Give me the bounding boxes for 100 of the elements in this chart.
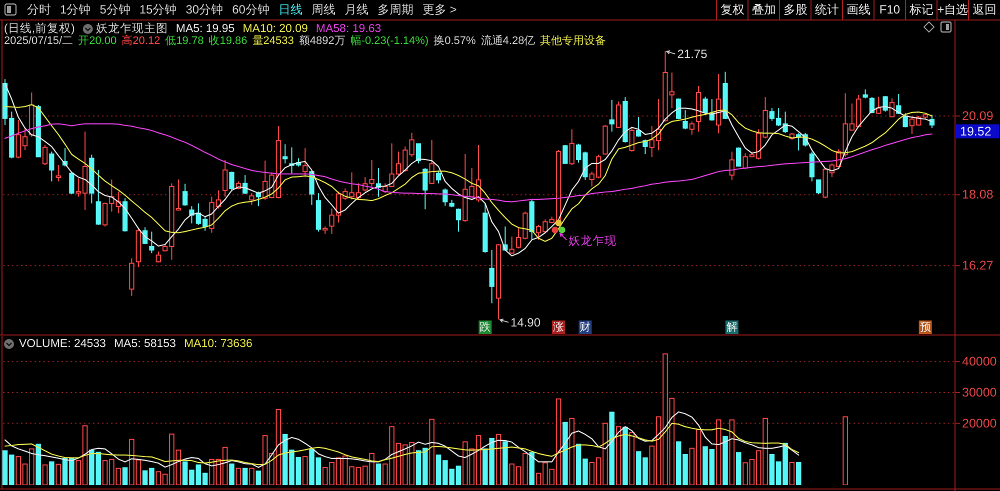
bar — [616, 426, 622, 485]
x-tick-label: 预 — [920, 322, 931, 334]
y-tick-label: 16.27 — [962, 258, 994, 273]
annotation: 2025/07/15/二 — [4, 35, 74, 47]
bar — [229, 464, 234, 485]
line-series — [4, 82, 933, 256]
chart-title: (日线,前复权) — [4, 22, 76, 35]
candlestick — [736, 146, 742, 168]
bar — [716, 419, 722, 485]
text: 19.52 — [960, 124, 992, 138]
bar — [56, 464, 61, 485]
candlestick — [242, 174, 248, 194]
text: 分时 — [27, 2, 51, 16]
text: 1分钟 — [60, 2, 91, 16]
bar — [529, 452, 534, 485]
bar — [502, 441, 508, 485]
candlestick — [636, 116, 642, 138]
text: 画线 — [846, 2, 870, 16]
candlestick — [222, 159, 228, 198]
candlestick — [876, 96, 882, 115]
bar — [796, 462, 802, 485]
bar — [429, 418, 434, 485]
bar — [42, 464, 48, 485]
annotation: 流通4.28亿 — [480, 34, 536, 47]
candlestick — [182, 183, 188, 206]
candlestick — [569, 128, 574, 166]
candlestick — [622, 96, 628, 144]
candlestick — [416, 142, 422, 164]
candlestick — [702, 96, 708, 115]
y-tick-label: 18.08 — [962, 188, 994, 202]
candlestick — [682, 110, 688, 130]
candlestick — [689, 120, 694, 136]
bar — [302, 456, 308, 485]
candlestick — [449, 199, 454, 208]
annotation: 高20.12 — [122, 34, 160, 47]
y-tick-label: 30000 — [962, 385, 997, 400]
candlestick — [42, 144, 48, 166]
y-tick-label: 40000 — [962, 354, 997, 369]
candlestick — [422, 168, 428, 210]
candlestick — [96, 170, 101, 226]
candlestick — [316, 192, 322, 232]
text: 5分钟 — [100, 2, 130, 16]
candlestick — [436, 170, 442, 184]
candlestick — [122, 198, 128, 232]
annotation: 开20.00 — [78, 35, 117, 47]
annotation: 妖龙乍现 — [568, 234, 617, 248]
bar — [609, 412, 615, 485]
text: +自选 — [937, 2, 968, 16]
candlestick — [816, 178, 822, 194]
candlestick — [562, 144, 568, 164]
candlestick — [69, 171, 74, 194]
text: 叠加 — [752, 2, 776, 16]
line-series — [4, 411, 800, 468]
annotation: 幅-0.23(-1.14%) — [350, 35, 429, 47]
candlestick — [89, 154, 94, 204]
line-series — [4, 422, 800, 466]
candlestick — [489, 249, 494, 304]
text: 周线 — [311, 2, 336, 16]
bar — [569, 418, 574, 485]
bar — [36, 444, 41, 485]
chart-title: VOLUME: 24533 — [19, 338, 106, 350]
text: MA5: 58153 — [114, 338, 176, 350]
candlestick — [609, 99, 614, 132]
bar — [49, 461, 54, 485]
annotation: 14.90 — [510, 315, 541, 330]
candlestick — [129, 258, 134, 296]
bar — [242, 468, 248, 485]
bar — [722, 436, 728, 485]
bar — [236, 468, 242, 485]
text: 多股 — [783, 2, 808, 16]
candlestick — [509, 236, 514, 254]
text: MA58: 19.63 — [316, 23, 382, 35]
candlestick — [29, 92, 34, 138]
bar — [842, 416, 848, 485]
y-tick-label: 20000 — [962, 416, 997, 430]
candlestick — [49, 151, 54, 182]
candlestick — [616, 100, 622, 129]
candlestick — [496, 244, 502, 320]
text: 60分钟 — [232, 2, 270, 16]
annotation: 量24533 — [252, 35, 294, 47]
bar — [562, 422, 568, 485]
bar — [376, 464, 382, 485]
candlestick — [36, 104, 41, 158]
candlestick — [889, 98, 895, 118]
candlestick — [869, 96, 875, 114]
candlestick — [529, 198, 534, 240]
candlestick — [322, 226, 328, 234]
candlestick — [696, 85, 702, 132]
candlestick — [809, 151, 815, 182]
candlestick — [716, 74, 722, 134]
candlestick — [862, 88, 868, 99]
text: F10 — [879, 2, 900, 16]
candlestick — [376, 168, 382, 198]
text: 统计 — [814, 2, 839, 16]
annotation: 额4892万 — [298, 34, 346, 47]
annotation: 21.75 — [677, 46, 708, 61]
bar — [622, 426, 628, 485]
bar — [249, 468, 254, 485]
text: 更多 > — [422, 2, 457, 16]
candlestick — [456, 208, 462, 232]
